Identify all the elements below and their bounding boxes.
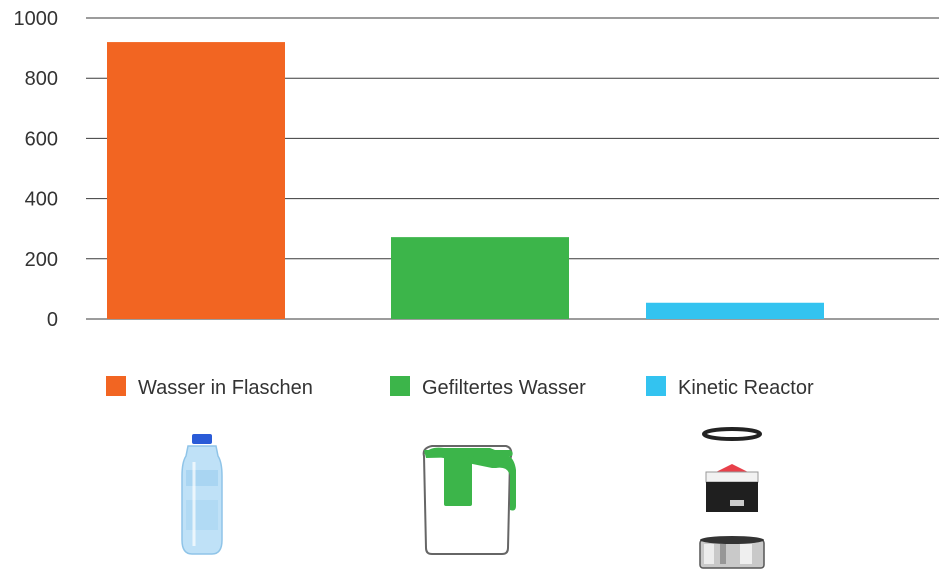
bar <box>391 237 569 319</box>
y-tick-label: 200 <box>25 249 58 271</box>
bar <box>646 302 824 319</box>
chart-canvas: 0 200 400 600 800 1000 Wasser in Flaschen Gefil… <box>14 8 939 399</box>
legend-swatch <box>646 376 666 396</box>
y-tick-label: 800 <box>25 68 58 90</box>
kinetic-reactor-icon <box>699 427 765 569</box>
filter-jug-icon <box>422 445 516 555</box>
y-tick-label: 600 <box>25 128 58 150</box>
y-tick-label: 1000 <box>14 8 59 30</box>
legend-swatch <box>106 376 126 396</box>
legend-swatch <box>390 376 410 396</box>
y-tick-label: 400 <box>25 189 58 211</box>
y-tick-label: 0 <box>47 309 58 331</box>
bar <box>107 42 285 320</box>
legend-entry: Kinetic Reactor <box>678 377 814 399</box>
legend-entry: Gefiltertes Wasser <box>422 377 586 399</box>
water-bottle-icon <box>181 434 223 555</box>
legend-entry: Wasser in Flaschen <box>138 377 313 399</box>
